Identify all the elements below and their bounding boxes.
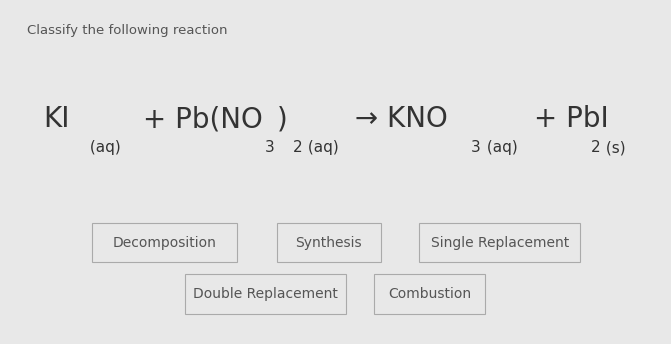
Text: (aq): (aq)	[85, 140, 121, 155]
Text: Decomposition: Decomposition	[113, 236, 216, 249]
FancyBboxPatch shape	[185, 275, 346, 314]
Text: Synthesis: Synthesis	[295, 236, 362, 249]
Text: KI: KI	[44, 105, 70, 133]
Text: (s): (s)	[601, 140, 625, 155]
Text: (aq): (aq)	[482, 140, 518, 155]
Text: ): )	[277, 105, 288, 133]
Text: 2: 2	[590, 140, 600, 155]
Text: Classify the following reaction: Classify the following reaction	[27, 24, 227, 37]
Text: Double Replacement: Double Replacement	[193, 287, 338, 301]
Text: → KNO: → KNO	[346, 105, 448, 133]
Text: Single Replacement: Single Replacement	[431, 236, 569, 249]
FancyBboxPatch shape	[374, 275, 484, 314]
Text: + Pb(NO: + Pb(NO	[134, 105, 263, 133]
Text: 3: 3	[265, 140, 275, 155]
FancyBboxPatch shape	[419, 223, 580, 262]
Text: 3: 3	[471, 140, 481, 155]
FancyBboxPatch shape	[276, 223, 381, 262]
Text: Combustion: Combustion	[388, 287, 471, 301]
FancyBboxPatch shape	[93, 223, 237, 262]
Text: + PbI: + PbI	[525, 105, 609, 133]
Text: (aq): (aq)	[303, 140, 339, 155]
Text: 2: 2	[293, 140, 302, 155]
